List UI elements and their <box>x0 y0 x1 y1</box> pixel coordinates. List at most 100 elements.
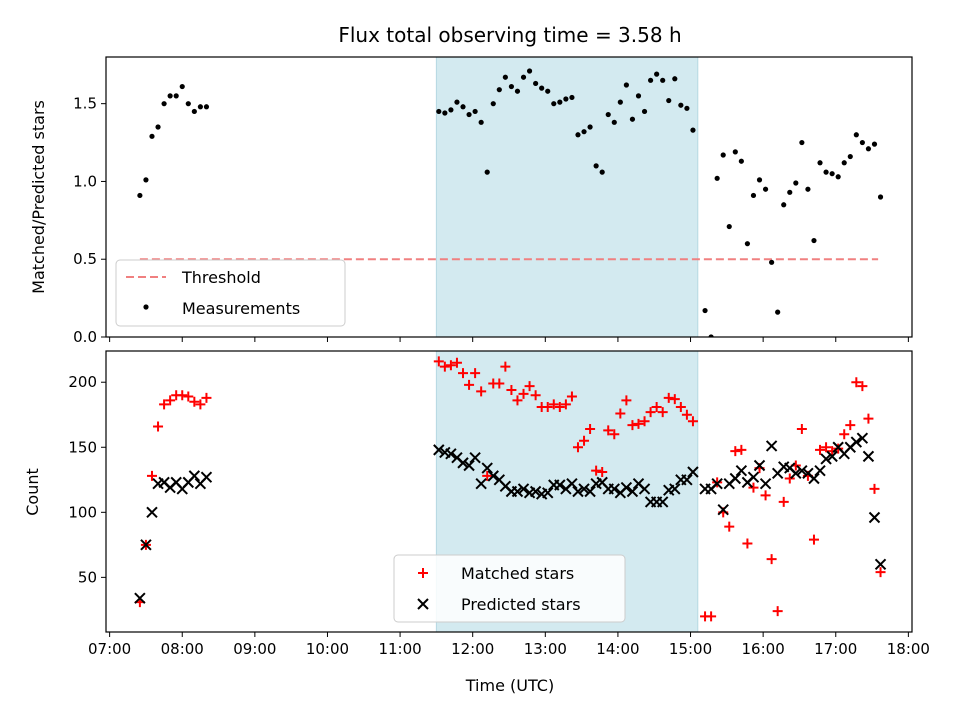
measurement-point <box>617 99 623 105</box>
x-tick-label: 07:00 <box>88 640 131 658</box>
matched-star-point <box>808 534 819 545</box>
chart-title: Flux total observing time = 3.58 h <box>338 23 681 47</box>
measurement-point <box>161 101 167 107</box>
predicted-star-point <box>687 466 699 478</box>
measurement-point <box>587 124 593 130</box>
predicted-star-point <box>469 451 481 464</box>
bottom-y-tick-label: 200 <box>68 373 97 391</box>
matched-star-point <box>512 395 523 406</box>
measurement-point <box>551 101 557 107</box>
measurement-point <box>865 146 872 152</box>
predicted-star-point <box>747 471 760 483</box>
legend-matched-swatch <box>418 568 428 578</box>
predicted-star-point <box>584 485 596 498</box>
matched-star-point <box>730 446 741 457</box>
matched-star-point <box>742 538 753 549</box>
predicted-star-point <box>487 470 499 482</box>
predicted-star-point <box>200 471 213 483</box>
top-y-tick-label: 0.5 <box>73 250 97 268</box>
measurement-point <box>835 174 841 180</box>
measurement-point <box>877 194 884 200</box>
measurement-point <box>666 97 672 104</box>
matched-star-point <box>857 381 868 392</box>
matched-star-point <box>645 407 656 418</box>
measurement-point <box>829 171 835 177</box>
bottom-panel: 07:00 08:00 09:00 10:00 11:00 12:00 13:00 14:00… <box>68 350 930 658</box>
measurement-point <box>593 163 599 169</box>
predicted-star-point <box>808 472 820 485</box>
predicted-star-point <box>729 472 742 485</box>
measurement-point <box>197 104 203 110</box>
predicted-star-point <box>796 464 808 477</box>
measurement-point <box>137 192 143 199</box>
matched-star-point <box>621 395 632 406</box>
predicted-star-point <box>475 477 487 490</box>
predicted-star-point <box>862 450 875 463</box>
measurement-point <box>744 241 751 247</box>
bottom-legend: Matched stars Predicted stars <box>393 554 626 623</box>
measurement-point <box>690 127 696 133</box>
predicted-star-point <box>457 457 469 469</box>
predicted-star-point <box>790 467 802 479</box>
measurement-point <box>871 141 878 147</box>
matched-star-point <box>591 465 602 476</box>
matched-star-point <box>195 399 206 410</box>
top-panel: 0.0 0.5 1.0 1.5 Threshold Measurements <box>73 56 913 346</box>
measurement-point <box>191 108 197 115</box>
measurement-point <box>781 202 787 208</box>
measurement-point <box>569 94 575 101</box>
measurement-point <box>520 74 527 80</box>
measurement-point <box>756 177 763 183</box>
measurement-point <box>720 152 726 158</box>
matched-star-point <box>482 470 493 481</box>
measurement-point <box>539 85 545 91</box>
matched-star-point <box>615 408 626 419</box>
matched-star-point <box>506 385 517 396</box>
matched-star-point <box>821 442 832 453</box>
matched-star-point <box>439 361 450 372</box>
measurement-point <box>611 119 617 125</box>
measurement-point <box>726 223 732 230</box>
bottom-axes-frame <box>105 350 913 633</box>
measurement-point <box>708 334 714 337</box>
matched-star-point <box>627 420 638 431</box>
matched-star-point <box>657 407 668 418</box>
measurement-point <box>545 88 551 94</box>
measurement-point <box>750 192 757 199</box>
measurement-point <box>436 108 442 115</box>
predicted-star-point <box>542 487 554 499</box>
matched-star-point <box>609 429 620 440</box>
measurement-point <box>678 102 684 108</box>
legend-box <box>393 554 626 623</box>
predicted-star-point <box>856 432 869 444</box>
measurement-point <box>496 87 502 93</box>
top-y-tick-label: 0.0 <box>73 328 97 346</box>
measurement-point <box>490 101 496 107</box>
measurement-point <box>185 101 191 107</box>
matched-star-point <box>433 356 444 367</box>
matched-star-point <box>597 466 608 477</box>
predicted-star-point <box>759 477 772 490</box>
measurement-point <box>179 83 185 90</box>
measurement-point <box>478 119 484 125</box>
measurement-point <box>581 129 587 135</box>
x-tick-label: 15:00 <box>669 640 712 658</box>
matched-star-point <box>675 401 686 412</box>
bottom-y-tick-label: 150 <box>68 438 97 456</box>
top-y-axis-label: Matched/Predicted stars <box>29 100 48 294</box>
predicted-star-point <box>554 479 566 491</box>
matched-star-point <box>760 490 771 501</box>
predicted-star-point <box>656 496 669 508</box>
measurement-point <box>167 93 173 99</box>
matched-star-point <box>724 521 735 532</box>
predicted-star-point <box>681 474 693 486</box>
matched-star-point <box>494 378 505 389</box>
measurement-point <box>817 160 823 166</box>
measurement-point <box>714 175 720 181</box>
measurement-point <box>775 309 781 315</box>
top-data <box>137 68 884 337</box>
measurement-point <box>799 139 805 146</box>
matched-star-point <box>579 435 590 446</box>
predicted-star-point <box>717 504 729 516</box>
